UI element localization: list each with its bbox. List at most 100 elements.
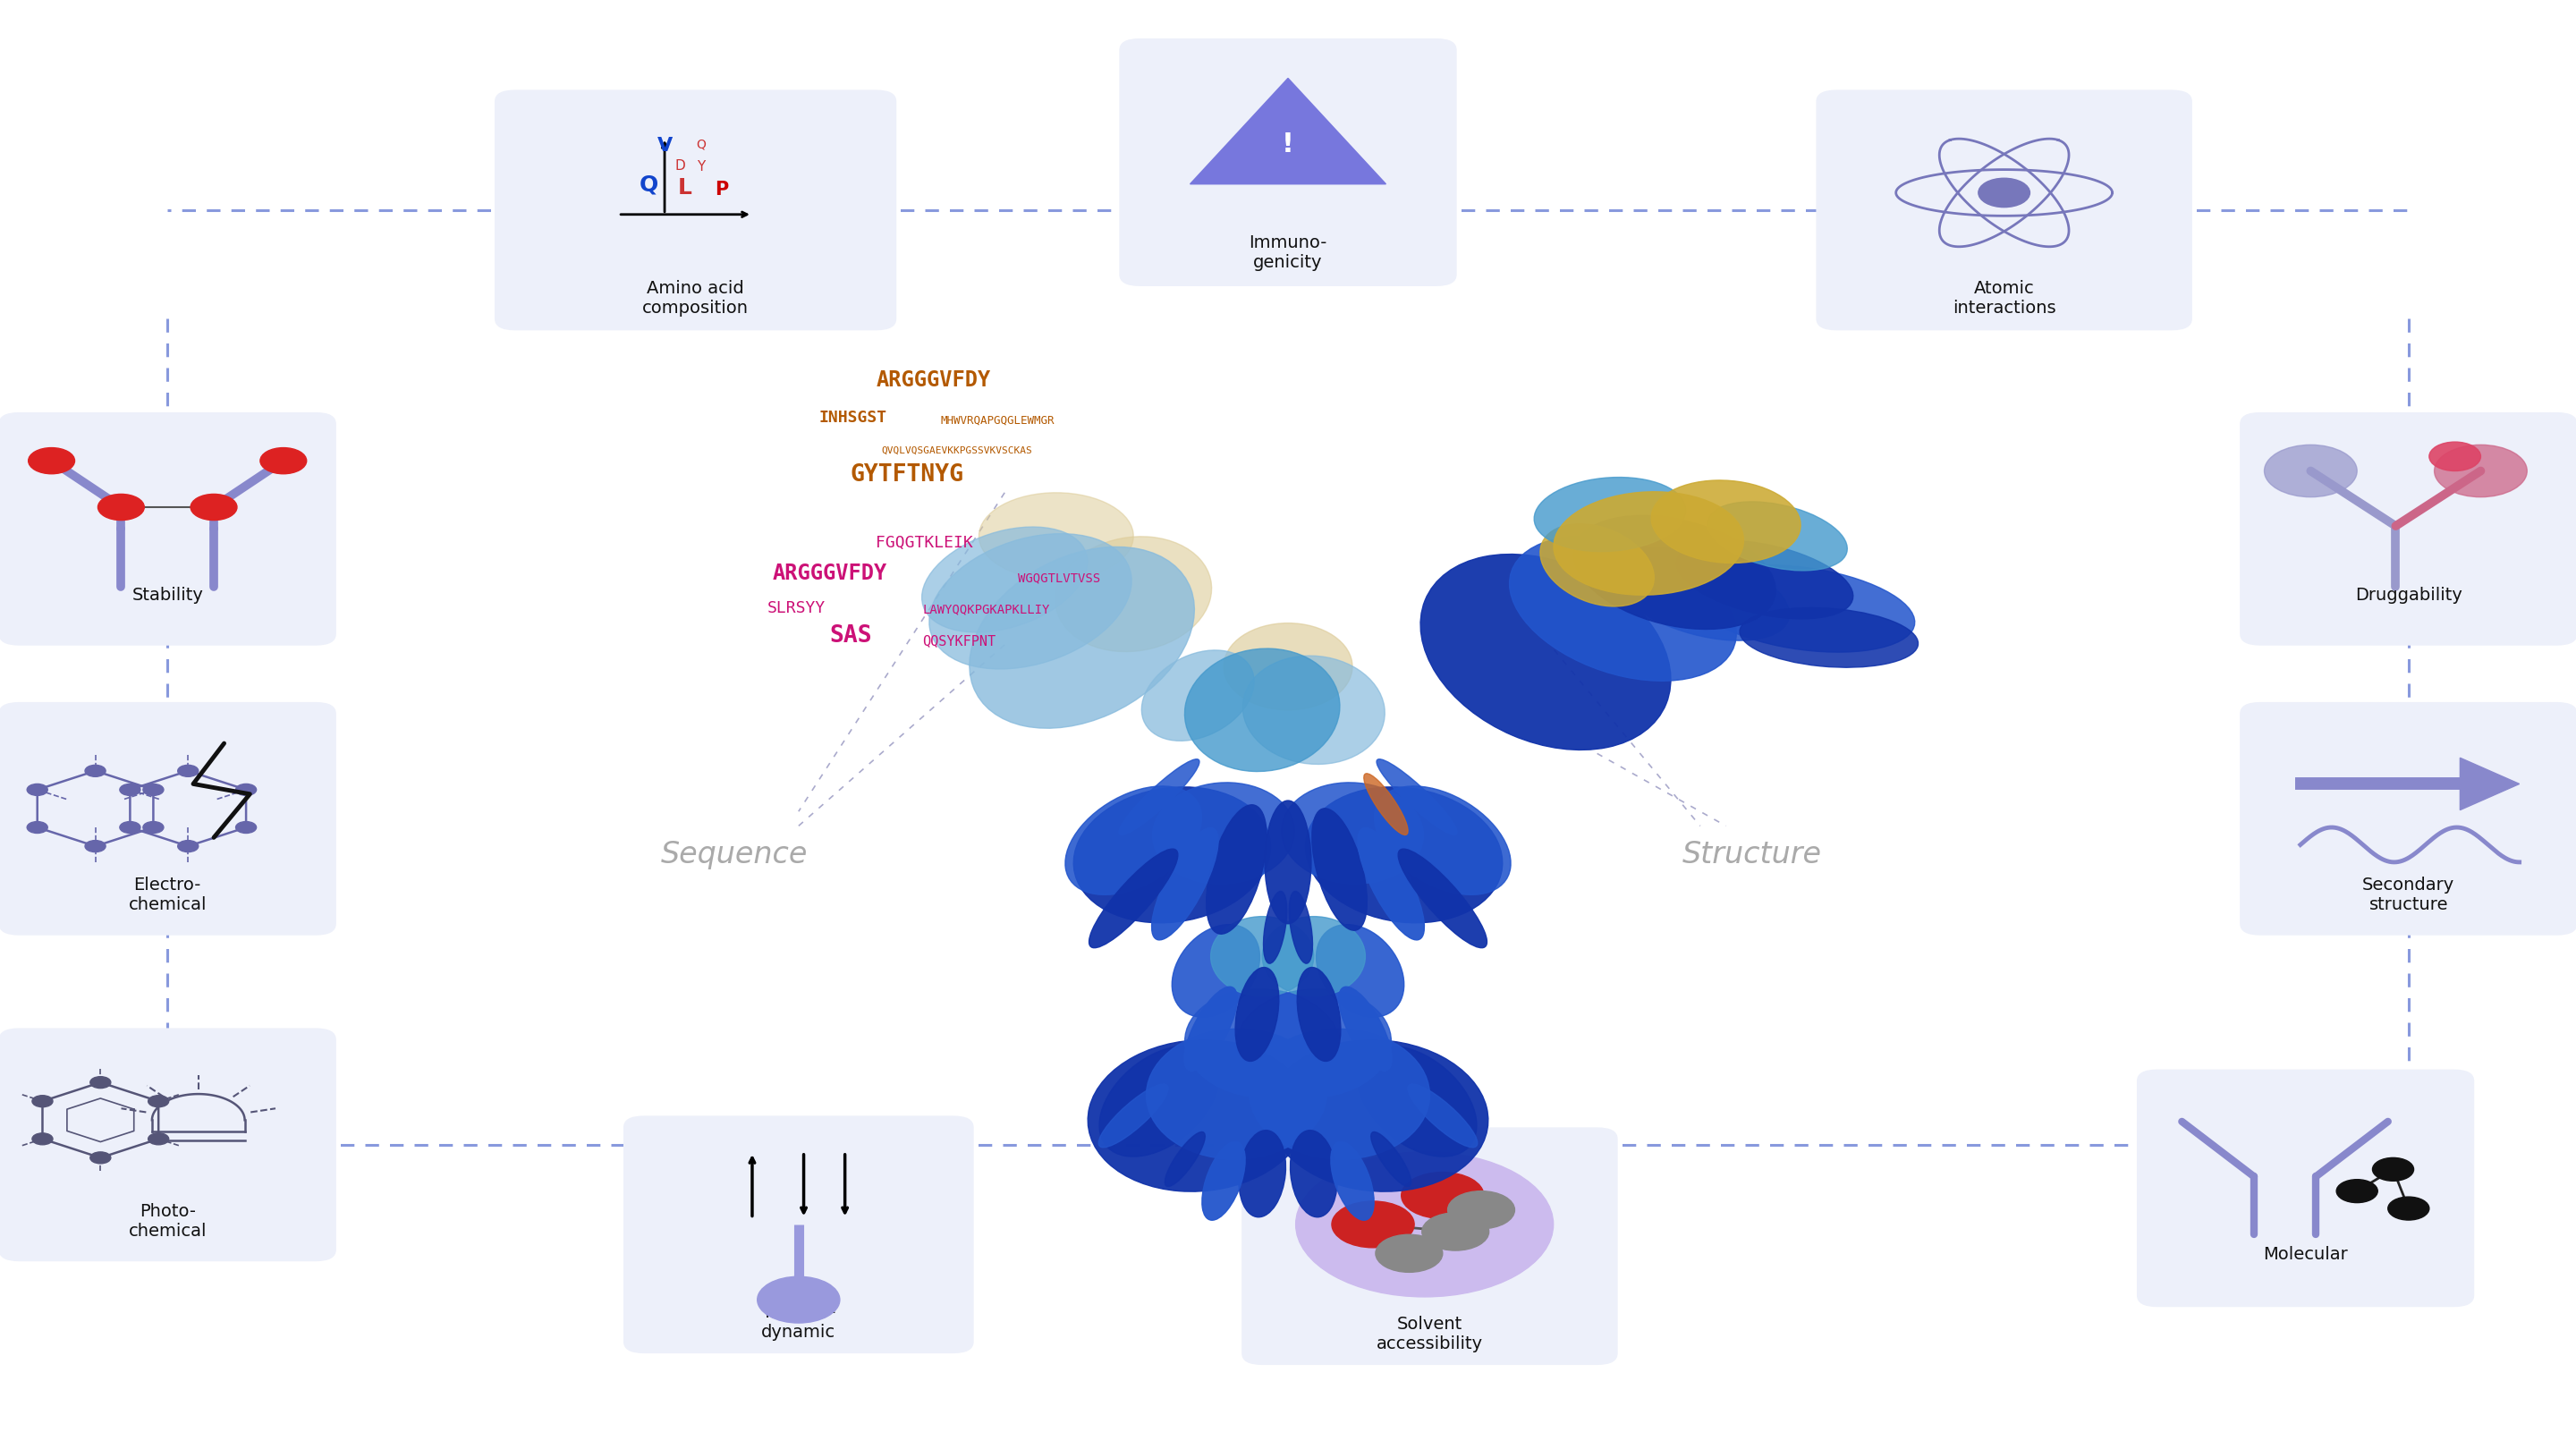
Circle shape	[118, 822, 139, 833]
Ellipse shape	[1074, 787, 1270, 923]
Ellipse shape	[1185, 990, 1340, 1097]
Text: Q: Q	[639, 174, 659, 196]
Ellipse shape	[1242, 656, 1386, 764]
Ellipse shape	[1306, 787, 1502, 923]
Text: GYTFTNYG: GYTFTNYG	[850, 464, 963, 487]
Polygon shape	[1190, 78, 1386, 184]
Ellipse shape	[1376, 787, 1510, 894]
Circle shape	[1332, 1201, 1414, 1248]
Circle shape	[85, 765, 106, 777]
Text: V: V	[657, 138, 672, 155]
Text: !: !	[1283, 132, 1293, 158]
Text: Sequence: Sequence	[659, 840, 809, 869]
Ellipse shape	[1239, 1130, 1285, 1217]
Circle shape	[85, 840, 106, 852]
Ellipse shape	[1118, 759, 1200, 835]
Ellipse shape	[1291, 1130, 1337, 1217]
Text: Y: Y	[696, 161, 706, 174]
Ellipse shape	[1097, 1084, 1170, 1148]
Ellipse shape	[930, 533, 1131, 669]
Text: SAS: SAS	[829, 625, 873, 648]
Ellipse shape	[1236, 990, 1391, 1097]
Ellipse shape	[1203, 1142, 1244, 1220]
FancyBboxPatch shape	[0, 703, 335, 936]
Circle shape	[237, 822, 258, 833]
FancyBboxPatch shape	[1816, 90, 2192, 330]
Circle shape	[2372, 1158, 2414, 1181]
Ellipse shape	[979, 493, 1133, 580]
Circle shape	[178, 840, 198, 852]
Text: D: D	[675, 159, 685, 172]
Circle shape	[2388, 1197, 2429, 1220]
Ellipse shape	[1224, 623, 1352, 710]
Ellipse shape	[1146, 1029, 1327, 1159]
Text: Electro-
chemical: Electro- chemical	[129, 877, 206, 913]
Ellipse shape	[1298, 968, 1340, 1061]
Circle shape	[1296, 1152, 1553, 1297]
Circle shape	[90, 1077, 111, 1088]
Ellipse shape	[1267, 1040, 1489, 1191]
Circle shape	[191, 494, 237, 520]
Circle shape	[2429, 442, 2481, 471]
Circle shape	[1978, 178, 2030, 207]
Circle shape	[178, 765, 198, 777]
Text: Structure: Structure	[1682, 840, 1821, 869]
Text: Photo-
chemical: Photo- chemical	[129, 1203, 206, 1239]
Ellipse shape	[1141, 651, 1255, 740]
Text: Q: Q	[696, 138, 706, 151]
Ellipse shape	[1236, 968, 1278, 1061]
Circle shape	[237, 784, 258, 796]
Ellipse shape	[1206, 804, 1267, 935]
FancyBboxPatch shape	[0, 1029, 335, 1261]
Text: Stability: Stability	[131, 587, 204, 604]
Ellipse shape	[1376, 759, 1458, 835]
Ellipse shape	[1358, 827, 1425, 940]
FancyBboxPatch shape	[495, 90, 896, 330]
Ellipse shape	[1066, 787, 1200, 894]
Ellipse shape	[1280, 782, 1425, 884]
Ellipse shape	[1151, 782, 1296, 884]
Circle shape	[28, 448, 75, 474]
Circle shape	[26, 822, 46, 833]
FancyBboxPatch shape	[2241, 412, 2576, 646]
Text: L: L	[677, 177, 693, 199]
Text: WGQGTLVTVSS: WGQGTLVTVSS	[1018, 571, 1100, 584]
Circle shape	[144, 822, 165, 833]
Ellipse shape	[1262, 891, 1288, 964]
Circle shape	[90, 1152, 111, 1164]
Circle shape	[118, 784, 139, 796]
Text: Solvent
accessibility: Solvent accessibility	[1376, 1316, 1484, 1352]
Ellipse shape	[1211, 917, 1314, 997]
Text: Molecular: Molecular	[2264, 1246, 2347, 1264]
Circle shape	[31, 1133, 52, 1145]
Polygon shape	[2460, 758, 2519, 810]
Circle shape	[2336, 1179, 2378, 1203]
Text: FGQGTKLEIK: FGQGTKLEIK	[876, 535, 974, 551]
Ellipse shape	[1087, 1040, 1309, 1191]
Text: Thermo-
dynamic: Thermo- dynamic	[762, 1304, 835, 1340]
Ellipse shape	[1739, 607, 1919, 668]
Circle shape	[757, 1277, 840, 1323]
Ellipse shape	[1399, 849, 1486, 948]
Circle shape	[149, 1133, 170, 1145]
Ellipse shape	[1540, 525, 1654, 606]
Ellipse shape	[1610, 548, 1790, 640]
Ellipse shape	[1100, 1046, 1218, 1156]
Circle shape	[260, 448, 307, 474]
FancyBboxPatch shape	[2241, 703, 2576, 936]
Circle shape	[1448, 1191, 1515, 1229]
Circle shape	[1422, 1213, 1489, 1250]
Ellipse shape	[1363, 774, 1409, 835]
Text: ARGGGVFDY: ARGGGVFDY	[876, 369, 992, 391]
Ellipse shape	[1708, 501, 1847, 571]
Ellipse shape	[1185, 649, 1340, 771]
FancyBboxPatch shape	[1118, 38, 1458, 287]
Ellipse shape	[1056, 536, 1211, 652]
Text: Atomic
interactions: Atomic interactions	[1953, 280, 2056, 316]
Ellipse shape	[1249, 1029, 1430, 1159]
Ellipse shape	[969, 546, 1195, 729]
Ellipse shape	[1692, 565, 1914, 652]
Ellipse shape	[1151, 827, 1218, 940]
Ellipse shape	[1574, 516, 1775, 629]
Ellipse shape	[1651, 480, 1801, 564]
